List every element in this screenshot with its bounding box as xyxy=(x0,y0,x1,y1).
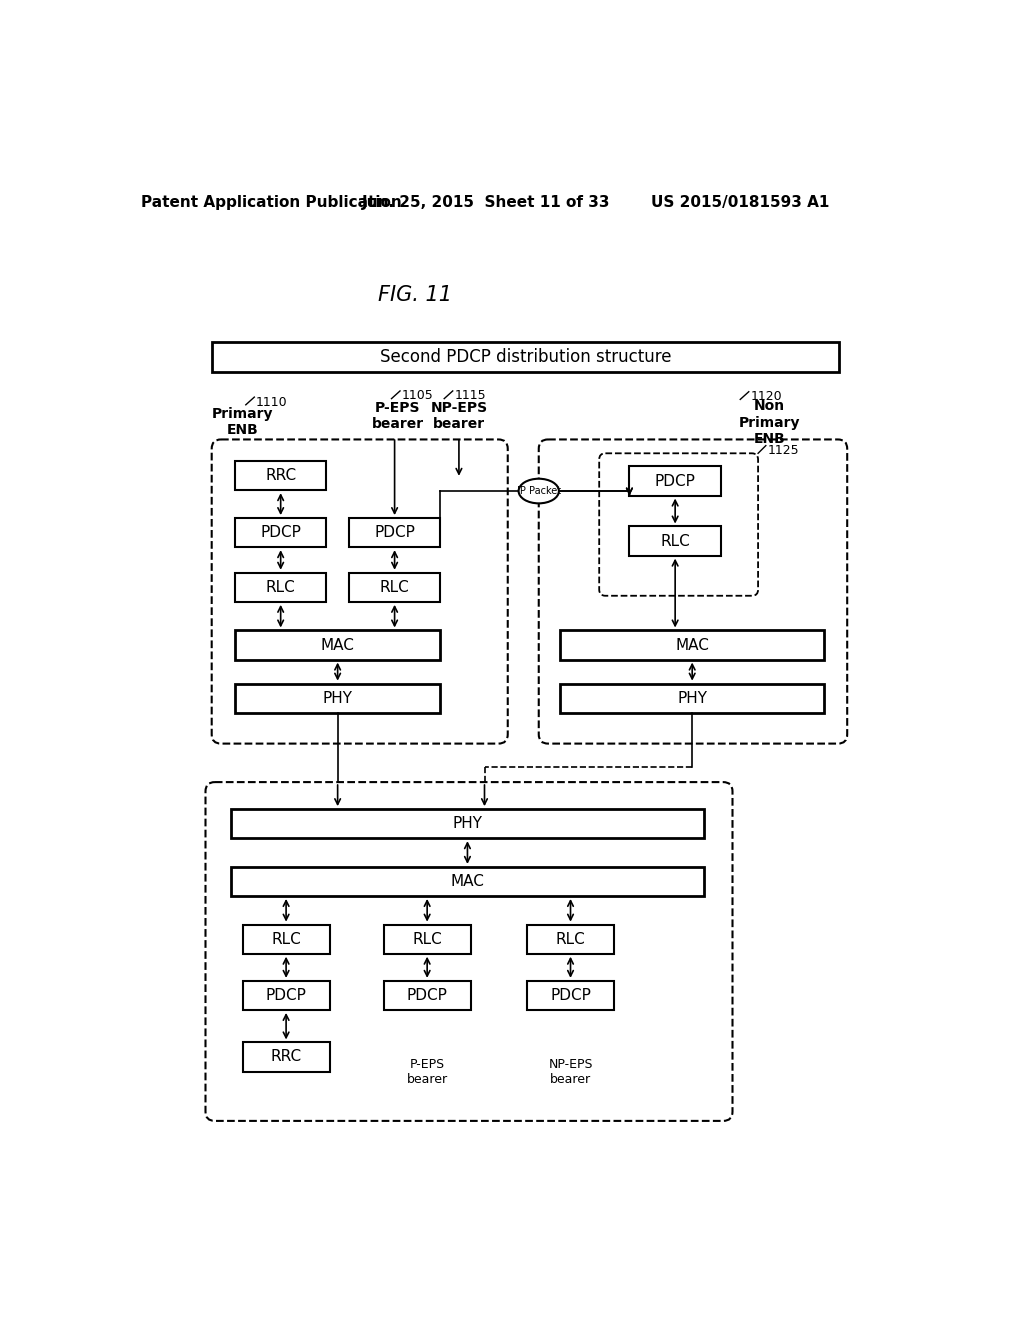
Text: MAC: MAC xyxy=(451,874,484,888)
Text: US 2015/0181593 A1: US 2015/0181593 A1 xyxy=(651,195,829,210)
Bar xyxy=(243,981,330,1010)
Bar xyxy=(234,461,327,490)
Text: MAC: MAC xyxy=(675,638,710,652)
Text: MAC: MAC xyxy=(321,638,354,652)
Bar xyxy=(349,573,440,602)
Text: PDCP: PDCP xyxy=(265,987,306,1003)
Bar xyxy=(384,981,471,1010)
Text: 1105: 1105 xyxy=(401,389,433,403)
Text: 1115: 1115 xyxy=(455,389,486,403)
Bar xyxy=(231,809,703,838)
Text: Non
Primary
ENB: Non Primary ENB xyxy=(739,400,801,446)
Bar xyxy=(384,924,471,954)
Text: 1110: 1110 xyxy=(256,396,288,409)
Bar xyxy=(243,1043,330,1072)
Text: P-EPS
bearer: P-EPS bearer xyxy=(407,1057,447,1086)
Text: 1120: 1120 xyxy=(751,391,782,403)
Text: PDCP: PDCP xyxy=(654,474,695,488)
Bar xyxy=(231,867,703,896)
FancyBboxPatch shape xyxy=(212,440,508,743)
Bar xyxy=(527,981,614,1010)
Text: Jun. 25, 2015  Sheet 11 of 33: Jun. 25, 2015 Sheet 11 of 33 xyxy=(361,195,610,210)
Bar xyxy=(349,517,440,548)
Text: PHY: PHY xyxy=(677,690,708,706)
Ellipse shape xyxy=(518,479,559,503)
Bar xyxy=(560,684,824,713)
Bar xyxy=(234,631,440,660)
Text: FIG. 11: FIG. 11 xyxy=(378,285,452,305)
Bar xyxy=(630,527,721,556)
Bar xyxy=(234,573,327,602)
Bar xyxy=(212,342,840,372)
Text: RLC: RLC xyxy=(556,932,586,946)
Text: Primary
ENB: Primary ENB xyxy=(212,407,273,437)
Bar xyxy=(234,517,327,548)
Text: RLC: RLC xyxy=(660,533,690,549)
Bar xyxy=(527,924,614,954)
Bar xyxy=(234,684,440,713)
Text: PHY: PHY xyxy=(453,816,482,832)
Text: NP-EPS
bearer: NP-EPS bearer xyxy=(430,401,487,432)
Text: PDCP: PDCP xyxy=(374,525,415,540)
Text: RRC: RRC xyxy=(270,1049,302,1064)
Text: NP-EPS
bearer: NP-EPS bearer xyxy=(548,1057,593,1086)
Text: RLC: RLC xyxy=(266,579,296,595)
Bar xyxy=(243,924,330,954)
Text: RRC: RRC xyxy=(265,469,296,483)
Text: RLC: RLC xyxy=(271,932,301,946)
Text: IP Packet: IP Packet xyxy=(517,486,561,496)
Bar xyxy=(560,631,824,660)
Text: P-EPS
bearer: P-EPS bearer xyxy=(372,401,424,432)
Text: RLC: RLC xyxy=(413,932,442,946)
Text: PDCP: PDCP xyxy=(550,987,591,1003)
Bar xyxy=(630,466,721,496)
Text: Patent Application Publication: Patent Application Publication xyxy=(141,195,401,210)
FancyBboxPatch shape xyxy=(599,453,758,595)
FancyBboxPatch shape xyxy=(206,781,732,1121)
Text: 1125: 1125 xyxy=(768,444,800,457)
Text: PDCP: PDCP xyxy=(407,987,447,1003)
Text: RLC: RLC xyxy=(380,579,410,595)
FancyBboxPatch shape xyxy=(539,440,847,743)
Text: PDCP: PDCP xyxy=(260,525,301,540)
Text: PHY: PHY xyxy=(323,690,352,706)
Text: Second PDCP distribution structure: Second PDCP distribution structure xyxy=(380,348,672,366)
